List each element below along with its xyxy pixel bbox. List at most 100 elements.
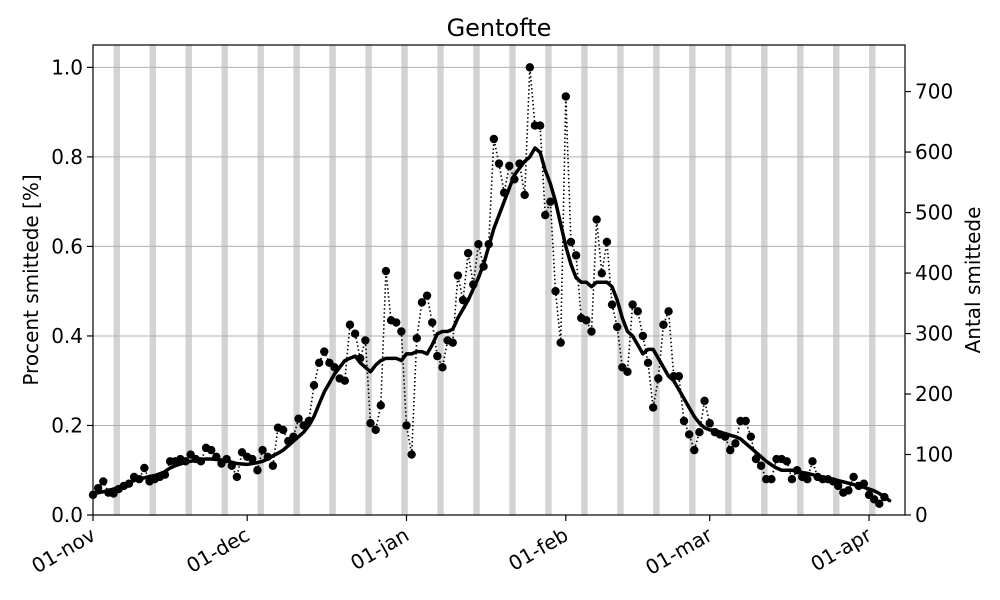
- series-0-point-67: [433, 351, 442, 361]
- series-0-point-97: [587, 327, 596, 336]
- weekend-band-20: [833, 45, 840, 515]
- series-0-point-145: [833, 481, 843, 491]
- series-0-point-70: [448, 338, 457, 347]
- axes-layer: 0.0 0.2 0.4 0.6 0.8 1.0 0 100 200 300 400 500 600 700…: [27, 55, 953, 579]
- series-0-point-111: [659, 320, 668, 329]
- y-right-tick-label-7: 700: [915, 80, 953, 104]
- series-0-point-94: [571, 251, 581, 260]
- series-0-point-68: [438, 363, 447, 372]
- weekend-band-3: [221, 45, 228, 515]
- series-0-point-55: [371, 425, 380, 435]
- series-0-point-88: [541, 210, 550, 220]
- series-0-point-110: [654, 374, 663, 383]
- series-0-point-45: [320, 347, 329, 356]
- x-tick-label-2: 01-jan: [346, 523, 413, 575]
- series-0-point-129: [751, 454, 761, 464]
- weekend-band-4: [257, 45, 264, 515]
- series-0-point-104: [623, 367, 632, 376]
- series-0-point-109: [648, 403, 658, 412]
- series-0-point-101: [607, 300, 617, 309]
- y-right-tick-label-2: 200: [915, 382, 953, 406]
- series-0-point-105: [628, 300, 637, 309]
- series-0-point-66: [427, 318, 437, 327]
- series-0-point-60: [397, 327, 406, 336]
- y-left-tick-label-4: 0.8: [51, 145, 83, 169]
- chart-title: Gentofte: [447, 14, 552, 42]
- x-tick-label-3: 01-feb: [504, 523, 572, 576]
- series-0-point-127: [741, 416, 750, 426]
- weekend-band-2: [185, 45, 192, 515]
- series-0-point-53: [361, 336, 370, 345]
- series-0-point-98: [592, 215, 601, 224]
- series-0-point-59: [392, 318, 401, 327]
- series-0-point-92: [561, 92, 571, 101]
- series-0-point-64: [417, 298, 427, 307]
- series-0-point-93: [566, 237, 576, 247]
- series-0-point-44: [314, 358, 324, 368]
- weekend-band-21: [869, 45, 876, 515]
- series-0-point-139: [803, 474, 812, 484]
- series-0-point-75: [474, 239, 483, 249]
- weekend-band-1: [149, 45, 156, 515]
- y-left-tick-label-0: 0.0: [51, 503, 83, 527]
- series-0-point-107: [638, 331, 648, 341]
- series-0-point-125: [731, 439, 740, 448]
- series-0-point-119: [700, 396, 709, 406]
- weekend-band-16: [689, 45, 696, 515]
- series-0-point-10: [140, 463, 149, 473]
- series-0-point-51: [350, 329, 360, 338]
- series-0-point-28: [232, 472, 242, 482]
- series-0-point-84: [520, 190, 529, 200]
- series-0-point-91: [556, 338, 565, 347]
- series-0-point-106: [633, 307, 642, 316]
- series-0-point-61: [402, 421, 411, 430]
- y-right-tick-label-6: 600: [915, 140, 953, 164]
- series-0-point-33: [258, 445, 267, 455]
- series-0-point-81: [505, 161, 514, 171]
- series-0-point-148: [849, 472, 858, 482]
- x-tick-label-1: 01-dec: [182, 523, 253, 578]
- series-0-point-116: [684, 430, 694, 439]
- y-right-tick-label-3: 300: [915, 322, 953, 346]
- series-0-point-136: [787, 474, 797, 484]
- series-0-point-43: [309, 380, 319, 390]
- series-0-point-118: [695, 427, 704, 437]
- series-0-point-99: [597, 269, 606, 278]
- y-right-tick-label-1: 100: [915, 443, 953, 467]
- y-left-tick-label-2: 0.4: [51, 324, 83, 348]
- y-right-tick-label-5: 500: [915, 201, 953, 225]
- series-0-point-120: [705, 419, 714, 428]
- series-0-point-90: [551, 286, 560, 296]
- series-0-point-117: [690, 445, 699, 455]
- series-0-point-49: [340, 376, 350, 385]
- series-0-point-32: [253, 466, 262, 475]
- y-left-tick-label-3: 0.6: [51, 234, 83, 258]
- series-0-point-71: [453, 271, 463, 280]
- series-0-point-65: [422, 291, 432, 300]
- series-0-point-73: [463, 248, 473, 258]
- series-0-point-114: [674, 372, 684, 381]
- series-0-point-54: [366, 419, 375, 428]
- series-0-point-56: [376, 401, 385, 410]
- weekend-band-15: [653, 45, 660, 515]
- y-axis-title-right: Antal smittede: [961, 207, 985, 354]
- series-layer: [88, 63, 892, 509]
- weekend-shading: [113, 45, 876, 515]
- x-tick-label-5: 01-apr: [807, 522, 877, 576]
- weekend-band-0: [113, 45, 120, 515]
- series-0-point-23: [207, 445, 216, 455]
- series-0-point-63: [412, 333, 421, 343]
- weekend-band-13: [581, 45, 588, 515]
- weekend-band-19: [797, 45, 804, 515]
- series-0-point-35: [268, 461, 278, 470]
- series-0-point-37: [278, 425, 288, 435]
- series-0-point-79: [494, 159, 504, 168]
- series-0-point-130: [756, 461, 766, 470]
- series-0-point-96: [582, 316, 591, 325]
- y-left-tick-label-1: 0.2: [51, 413, 83, 437]
- weekend-band-5: [293, 45, 300, 515]
- series-0-point-89: [546, 197, 555, 206]
- weekend-band-18: [761, 45, 768, 515]
- series-0-point-100: [602, 237, 612, 247]
